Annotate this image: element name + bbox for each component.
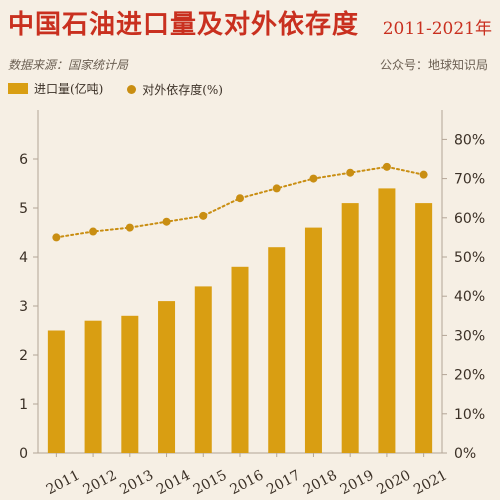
dependency-point-2020 <box>382 162 391 171</box>
x-tick-label-2016: 2016 <box>227 467 266 498</box>
dependency-point-2016 <box>236 194 244 203</box>
y-left-tick-label: 6 <box>19 152 28 168</box>
y-right-tick-label: 30% <box>454 328 485 344</box>
data-source-text: 数据来源：国家统计局 <box>8 58 129 72</box>
y-right-tick-label: 50% <box>454 250 485 266</box>
dependency-point-2011 <box>52 233 61 242</box>
y-right-tick-label: 70% <box>454 172 485 188</box>
legend-label-dependency: 对外依存度(%) <box>142 83 223 97</box>
dependency-point-2021 <box>419 170 428 179</box>
x-tick-label-2012: 2012 <box>81 467 120 498</box>
chart-legend: 进口量(亿吨) 对外依存度(%) <box>8 80 243 98</box>
y-left-tick-label: 5 <box>19 201 28 217</box>
bar-2016 <box>231 266 249 453</box>
x-tick-label-2020: 2020 <box>374 467 413 498</box>
bar-2020 <box>378 188 396 453</box>
y-right-tick-label: 40% <box>454 289 485 305</box>
legend-item-dependency: 对外依存度(%) <box>127 81 223 98</box>
bar-2013 <box>121 315 139 453</box>
bar-2014 <box>158 301 176 453</box>
bar-2019 <box>341 203 359 453</box>
legend-bar-swatch <box>8 83 28 94</box>
chart-year-range: 2011-2021年 <box>382 19 492 39</box>
account-credit-text: 公众号：地球知识局 <box>379 58 488 72</box>
bar-2015 <box>194 286 212 453</box>
bar-2011 <box>47 330 65 453</box>
x-tick-label-2019: 2019 <box>338 467 377 498</box>
meta-row: 数据来源：国家统计局 公众号：地球知识局 <box>8 56 488 74</box>
dependency-point-2018 <box>309 174 318 183</box>
x-tick-label-2018: 2018 <box>301 467 340 498</box>
legend-dot-swatch <box>127 85 137 94</box>
bar-2017 <box>268 247 286 453</box>
bar-2021 <box>415 203 433 453</box>
dependency-point-2013 <box>125 223 134 232</box>
y-left-tick-label: 4 <box>19 250 28 266</box>
y-right-tick-label: 80% <box>454 132 485 148</box>
legend-item-imports: 进口量(亿吨) <box>8 80 103 97</box>
y-left-tick-label: 0 <box>19 446 28 462</box>
x-tick-label-2015: 2015 <box>191 467 230 498</box>
dependency-point-2014 <box>162 217 171 226</box>
dependency-point-2019 <box>346 168 355 177</box>
legend-label-imports: 进口量(亿吨) <box>34 82 104 96</box>
x-tick-label-2017: 2017 <box>264 467 303 498</box>
x-tick-label-2014: 2014 <box>154 467 193 498</box>
x-tick-label-2013: 2013 <box>117 467 156 498</box>
bar-2012 <box>84 320 102 453</box>
y-right-tick-label: 10% <box>454 407 485 423</box>
y-right-tick-label: 20% <box>454 368 485 384</box>
chart-title: 中国石油进口量及对外依存度 <box>8 10 360 40</box>
x-tick-label-2021: 2021 <box>411 467 450 498</box>
title-row: 中国石油进口量及对外依存度 2011-2021年 <box>8 4 492 44</box>
x-tick-label-2011: 2011 <box>44 467 83 498</box>
y-left-tick-label: 2 <box>19 348 28 364</box>
dependency-point-2017 <box>272 184 281 193</box>
dependency-point-2012 <box>89 227 98 236</box>
y-right-tick-label: 0% <box>454 446 476 462</box>
y-right-tick-label: 60% <box>454 211 485 227</box>
y-left-tick-label: 1 <box>19 397 28 413</box>
bar-2018 <box>304 227 322 453</box>
y-left-tick-label: 3 <box>19 299 28 315</box>
dependency-point-2015 <box>199 211 208 220</box>
